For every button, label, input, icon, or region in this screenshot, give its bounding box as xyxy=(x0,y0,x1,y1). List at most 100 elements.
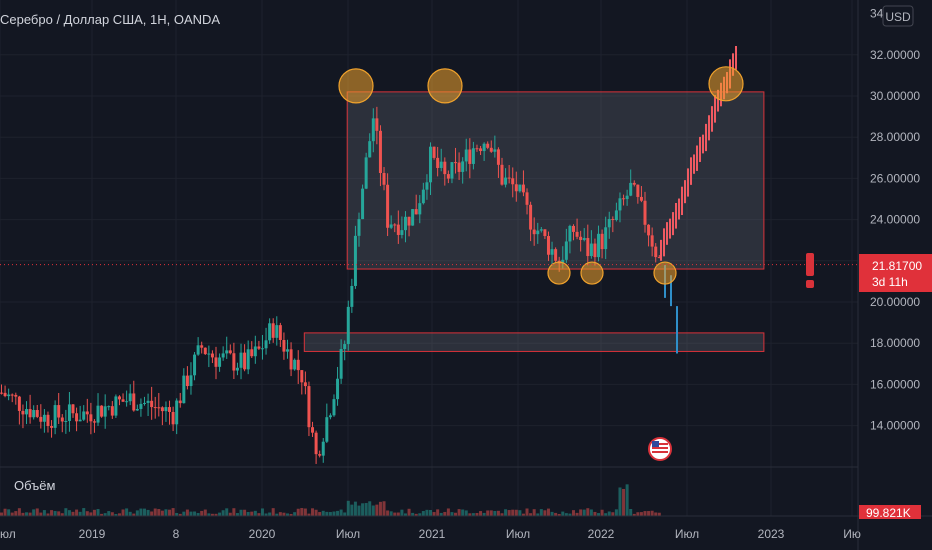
volume-bar xyxy=(67,510,71,516)
candle-body xyxy=(657,257,661,259)
volume-bar xyxy=(246,511,250,516)
volume-bar xyxy=(153,508,157,516)
candle-body xyxy=(153,407,157,409)
us-flag-event-icon[interactable] xyxy=(648,437,672,461)
candle-body xyxy=(128,393,132,402)
volume-bar xyxy=(421,511,425,516)
volume-bar xyxy=(625,484,629,516)
candle-body xyxy=(586,238,590,257)
candle-body xyxy=(318,454,322,456)
volume-bar xyxy=(143,508,146,516)
candle-body xyxy=(572,225,575,232)
candle-body xyxy=(486,143,490,148)
projection-bar-up xyxy=(735,46,737,70)
candle-body xyxy=(100,405,104,417)
volume-bar xyxy=(114,513,118,516)
volume-bar xyxy=(557,513,561,516)
candle-body xyxy=(475,148,479,150)
volume-bar xyxy=(46,513,50,516)
volume-bar xyxy=(650,510,654,516)
time-tick-label: Июл xyxy=(506,527,530,541)
candle-body xyxy=(629,182,633,196)
candle-body xyxy=(239,352,243,368)
volume-marker-value: 99.821K xyxy=(866,506,911,520)
volume-bar xyxy=(42,510,46,516)
candle-body xyxy=(207,353,211,355)
candle-body xyxy=(25,409,29,415)
volume-bar xyxy=(75,509,79,516)
volume-bar xyxy=(35,508,39,516)
price-tick-label: 20.00000 xyxy=(870,295,920,309)
candle-body xyxy=(185,375,189,387)
volume-bar xyxy=(146,509,150,516)
volume-bar xyxy=(418,513,422,516)
candle-body xyxy=(200,345,204,348)
volume-bar xyxy=(128,511,132,516)
volume-bar xyxy=(264,513,268,516)
candle-body xyxy=(32,410,36,418)
volume-bar xyxy=(60,513,64,516)
volume-bar xyxy=(64,508,68,516)
volume-bar xyxy=(468,513,472,516)
volume-bar xyxy=(361,503,365,516)
volume-bar xyxy=(139,508,143,516)
volume-bar xyxy=(378,501,382,516)
candle-body xyxy=(496,149,500,165)
candle-body xyxy=(525,192,529,205)
volume-bar xyxy=(32,509,36,516)
time-axis[interactable]: юл 2019 8 2020 Июл 2021 Июл 2022 Июл 2023 Ию xyxy=(0,527,861,541)
volume-bar xyxy=(532,509,536,516)
candle-body xyxy=(35,410,39,417)
volume-bar xyxy=(514,509,518,516)
volume-bar xyxy=(232,508,236,516)
pivot-circle xyxy=(338,68,374,104)
projection-bar-up xyxy=(669,218,671,239)
candle-body xyxy=(103,406,107,417)
candle-body xyxy=(196,345,200,355)
candle-body xyxy=(554,249,558,261)
candle-body xyxy=(418,203,422,215)
candle-body xyxy=(268,323,272,341)
candle-body xyxy=(296,359,300,371)
candle-body xyxy=(489,147,493,152)
price-axis[interactable]: 14.0000016.0000018.0000020.0000022.00000… xyxy=(870,7,920,433)
volume-bar xyxy=(543,510,547,516)
volume-bar xyxy=(150,511,154,516)
exclamation-icon[interactable] xyxy=(806,253,814,288)
time-tick-label: 2022 xyxy=(588,527,615,541)
volume-bar xyxy=(396,512,400,516)
volume-bar xyxy=(89,512,93,516)
pivot-circle xyxy=(653,261,677,285)
volume-bar xyxy=(132,513,136,516)
volume-bar xyxy=(636,512,640,516)
volume-bar xyxy=(403,513,407,516)
candle-body xyxy=(3,392,7,397)
candle-body xyxy=(257,346,261,349)
volume-bar xyxy=(157,509,161,516)
candle-body xyxy=(550,249,554,255)
volume-bar xyxy=(550,511,554,516)
volume-bar xyxy=(21,512,25,516)
volume-bar xyxy=(7,509,11,516)
volume-bar xyxy=(364,503,368,516)
candle-body xyxy=(60,417,64,422)
volume-bar xyxy=(193,511,197,516)
price-tick-label: 16.00000 xyxy=(870,377,920,391)
candle-body xyxy=(110,406,114,416)
candle-body xyxy=(604,227,608,250)
candle-body xyxy=(7,394,11,397)
candle-body xyxy=(468,149,472,164)
volume-bar xyxy=(457,509,461,516)
volume-bar xyxy=(214,513,218,516)
price-marker: 21.81700 3d 11h xyxy=(859,254,932,292)
candle-body xyxy=(85,411,89,415)
candle-body xyxy=(575,231,579,237)
volume-bar xyxy=(257,513,261,516)
volume-bar xyxy=(464,510,468,516)
volume-bar xyxy=(300,508,304,516)
volume-bar xyxy=(579,509,583,516)
currency-badge[interactable] xyxy=(882,5,914,27)
volume-bar xyxy=(0,512,3,516)
candle-body xyxy=(493,149,497,152)
